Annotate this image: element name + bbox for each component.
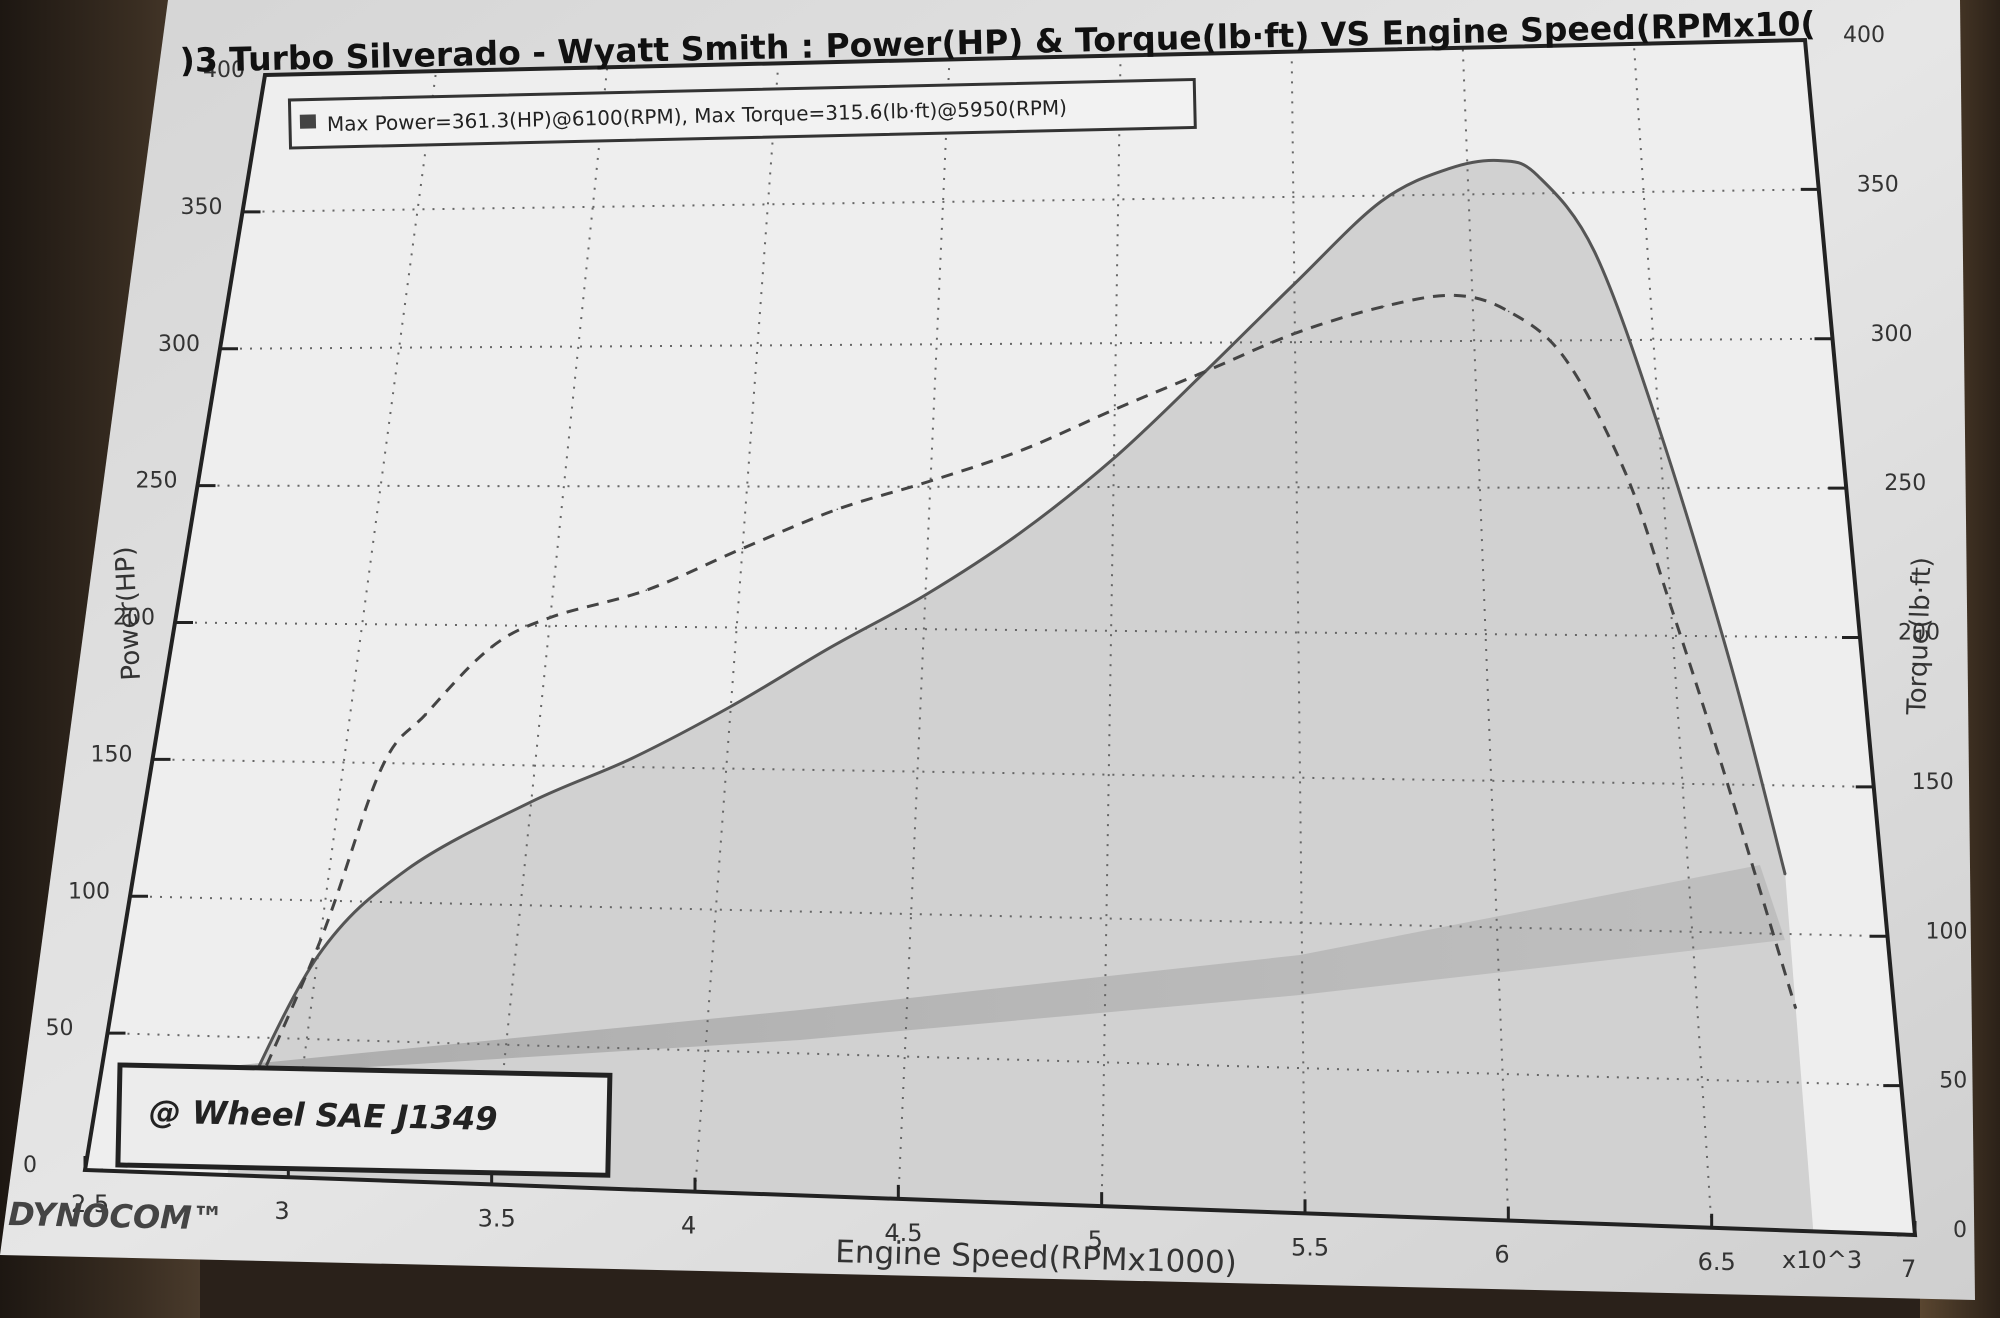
x-tick-label: 3: [274, 1197, 289, 1225]
power-point: [406, 868, 409, 870]
torque-point: [425, 712, 428, 715]
legend: Max Power=361.3(HP)@6100(RPM), Max Torqu…: [287, 77, 1197, 150]
left-tick-label: 0: [23, 1153, 37, 1178]
x-tick-label: 3.5: [478, 1204, 516, 1232]
power-point: [1501, 159, 1503, 162]
left-tick-label: 100: [68, 879, 110, 904]
annotation-text: @ Wheel SAE J1349: [149, 1093, 498, 1138]
axes: [82, 37, 1918, 1238]
right-tick-label: 100: [1926, 919, 1968, 944]
left-tick-label: 50: [46, 1016, 74, 1041]
torque-point: [380, 767, 383, 770]
power-point: [1730, 665, 1732, 667]
left-tick-label: 300: [158, 332, 200, 357]
x-tick-label: 7: [1901, 1255, 1916, 1283]
brand-logo: DYNOCOM™: [8, 1195, 225, 1238]
power-point: [1784, 873, 1786, 876]
right-tick-labels: 0 50 100 150 200 250 300 350 400: [1843, 23, 1968, 1243]
grid-line-vertical: [1100, 55, 1122, 1207]
x-tick-label: 5: [1088, 1226, 1103, 1254]
torque-point: [836, 508, 839, 511]
x-tick-label: 5.5: [1291, 1233, 1329, 1261]
right-tick-label: 400: [1843, 23, 1885, 48]
grid-line-vertical: [490, 67, 609, 1185]
right-tick-label: 250: [1884, 471, 1926, 496]
torque-point: [490, 646, 492, 649]
left-tick-label: 150: [91, 742, 133, 767]
left-axis-label: Power(HP): [110, 546, 147, 682]
right-tick-label: 200: [1898, 621, 1940, 646]
torque-point: [1624, 472, 1627, 474]
torque-point: [1022, 448, 1024, 451]
torque-point: [645, 589, 648, 591]
left-tick-labels: 0 50 100 150 200 250 300 350 400: [23, 58, 245, 1178]
legend-swatch: [299, 114, 317, 129]
x-tick-label: 4: [681, 1212, 696, 1240]
torque-point: [1294, 332, 1296, 335]
x-tick-labels: 2.5 3 3.5 4 4.5 5 5.5 6 6.5 7: [71, 1190, 1916, 1283]
grid-line-vertical: [897, 59, 951, 1199]
power-point: [530, 801, 532, 803]
torque-point: [1794, 1007, 1797, 1010]
power-point: [630, 757, 633, 760]
power-curve: [234, 158, 1787, 1116]
torque-point: [1507, 310, 1510, 313]
right-tick-label: 150: [1912, 770, 1954, 795]
annotation-box: @ Wheel SAE J1349: [115, 1062, 613, 1178]
grid-line-horizontal: [152, 758, 1874, 788]
power-point: [730, 705, 732, 708]
torque-point: [741, 547, 744, 550]
shaded-band: [240, 865, 1785, 1075]
power-point: [1593, 250, 1596, 253]
torque-curve: [230, 293, 1798, 1143]
grid-line-vertical: [1290, 51, 1306, 1214]
power-point: [1113, 457, 1115, 460]
right-axis-label: Torque(lb·ft): [1902, 557, 1938, 717]
torque-point: [318, 941, 321, 943]
x-unit-suffix: x10^3: [1782, 1246, 1862, 1274]
left-tick-label: 350: [181, 195, 223, 220]
power-point: [1449, 167, 1451, 170]
left-tick-label: 400: [203, 58, 245, 83]
torque-point: [1113, 408, 1116, 411]
x-tick-label: 4.5: [884, 1219, 922, 1247]
power-point: [1536, 174, 1539, 177]
torque-point: [1717, 754, 1720, 756]
power-point: [1380, 200, 1382, 203]
power-point: [1019, 531, 1022, 534]
torque-point: [1453, 294, 1456, 297]
power-point: [828, 647, 830, 649]
power-point: [317, 955, 319, 957]
power-point: [924, 594, 927, 596]
right-tick-label: 300: [1871, 322, 1913, 347]
x-tick-label: 6.5: [1698, 1248, 1736, 1276]
left-tick-label: 200: [113, 606, 155, 631]
grid-line-horizontal: [174, 621, 1861, 639]
torque-point: [1670, 605, 1672, 607]
torque-point: [1382, 305, 1385, 308]
curve-fill: [227, 160, 1814, 1232]
torque-point: [1563, 357, 1566, 359]
right-tick-label: 350: [1857, 172, 1899, 197]
torque-point: [549, 616, 552, 619]
right-tick-label: 50: [1939, 1069, 1967, 1094]
torque-point: [1204, 370, 1207, 373]
x-tick-label: 6: [1494, 1241, 1509, 1269]
power-point: [1293, 283, 1296, 285]
power-point: [1658, 427, 1660, 430]
left-tick-label: 250: [136, 469, 178, 494]
grid: [107, 43, 1902, 1228]
x-tick-label: 2.5: [71, 1190, 109, 1218]
right-tick-label: 0: [1953, 1218, 1967, 1243]
torque-point: [929, 480, 932, 482]
